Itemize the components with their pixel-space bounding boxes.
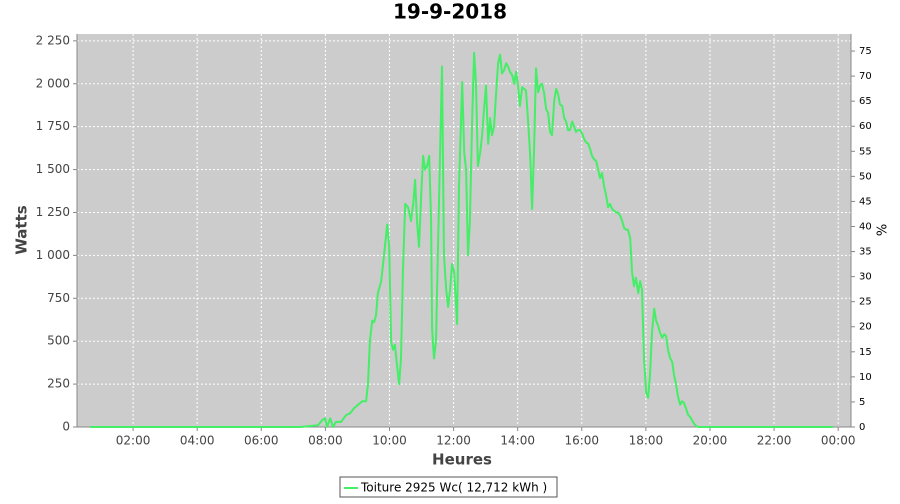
legend <box>339 476 558 498</box>
y2-tick-label: 5 <box>859 397 865 408</box>
y2-tick-label: 20 <box>859 322 872 333</box>
y-tick-label: 2 250 <box>36 33 70 47</box>
y-tick-label: 250 <box>47 377 70 391</box>
y2-tick-label: 35 <box>859 247 872 258</box>
x-tick-label: 10:00 <box>372 434 407 448</box>
x-tick-label: 06:00 <box>244 434 279 448</box>
x-tick-label: 00:00 <box>821 434 856 448</box>
y2-tick-label: 15 <box>859 347 872 358</box>
y-tick-label: 750 <box>47 291 70 305</box>
y2-tick-label: 60 <box>859 121 872 132</box>
y2-axis-label: % <box>876 224 891 236</box>
y2-tick-label: 25 <box>859 297 872 308</box>
y-tick-label: 1 250 <box>36 205 70 219</box>
y-tick-label: 2 000 <box>36 76 70 90</box>
x-tick-label: 20:00 <box>693 434 728 448</box>
x-tick-label: 16:00 <box>564 434 599 448</box>
y2-tick-label: 65 <box>859 96 872 107</box>
x-axis-label: Heures <box>432 451 492 469</box>
y-axis-label: Watts <box>13 205 31 254</box>
y2-tick-label: 40 <box>859 221 872 232</box>
y2-tick-label: 0 <box>859 422 865 433</box>
x-tick-label: 02:00 <box>116 434 151 448</box>
y-tick-label: 1 750 <box>36 119 70 133</box>
x-tick-label: 12:00 <box>436 434 471 448</box>
y-tick-label: 0 <box>62 420 70 434</box>
y2-tick-label: 45 <box>859 196 872 207</box>
series-line <box>90 51 834 428</box>
legend-label: Toiture 2925 Wc( 12,712 kWh ) <box>360 481 547 495</box>
y2-tick-label: 50 <box>859 171 872 182</box>
y2-tick-label: 70 <box>859 71 872 82</box>
chart-title: 19-9-2018 <box>393 0 507 24</box>
x-tick-label: 04:00 <box>180 434 215 448</box>
plot-area <box>77 34 851 427</box>
x-tick-label: 18:00 <box>629 434 664 448</box>
y-tick-label: 1 000 <box>36 248 70 262</box>
x-tick-label: 14:00 <box>500 434 535 448</box>
x-tick-label: 22:00 <box>757 434 792 448</box>
y2-tick-label: 55 <box>859 146 872 157</box>
y2-tick-label: 75 <box>859 46 872 57</box>
y-tick-label: 1 500 <box>36 162 70 176</box>
y-tick-label: 500 <box>47 334 70 348</box>
y2-tick-label: 10 <box>859 372 872 383</box>
x-tick-label: 08:00 <box>308 434 343 448</box>
y2-tick-label: 30 <box>859 272 872 283</box>
